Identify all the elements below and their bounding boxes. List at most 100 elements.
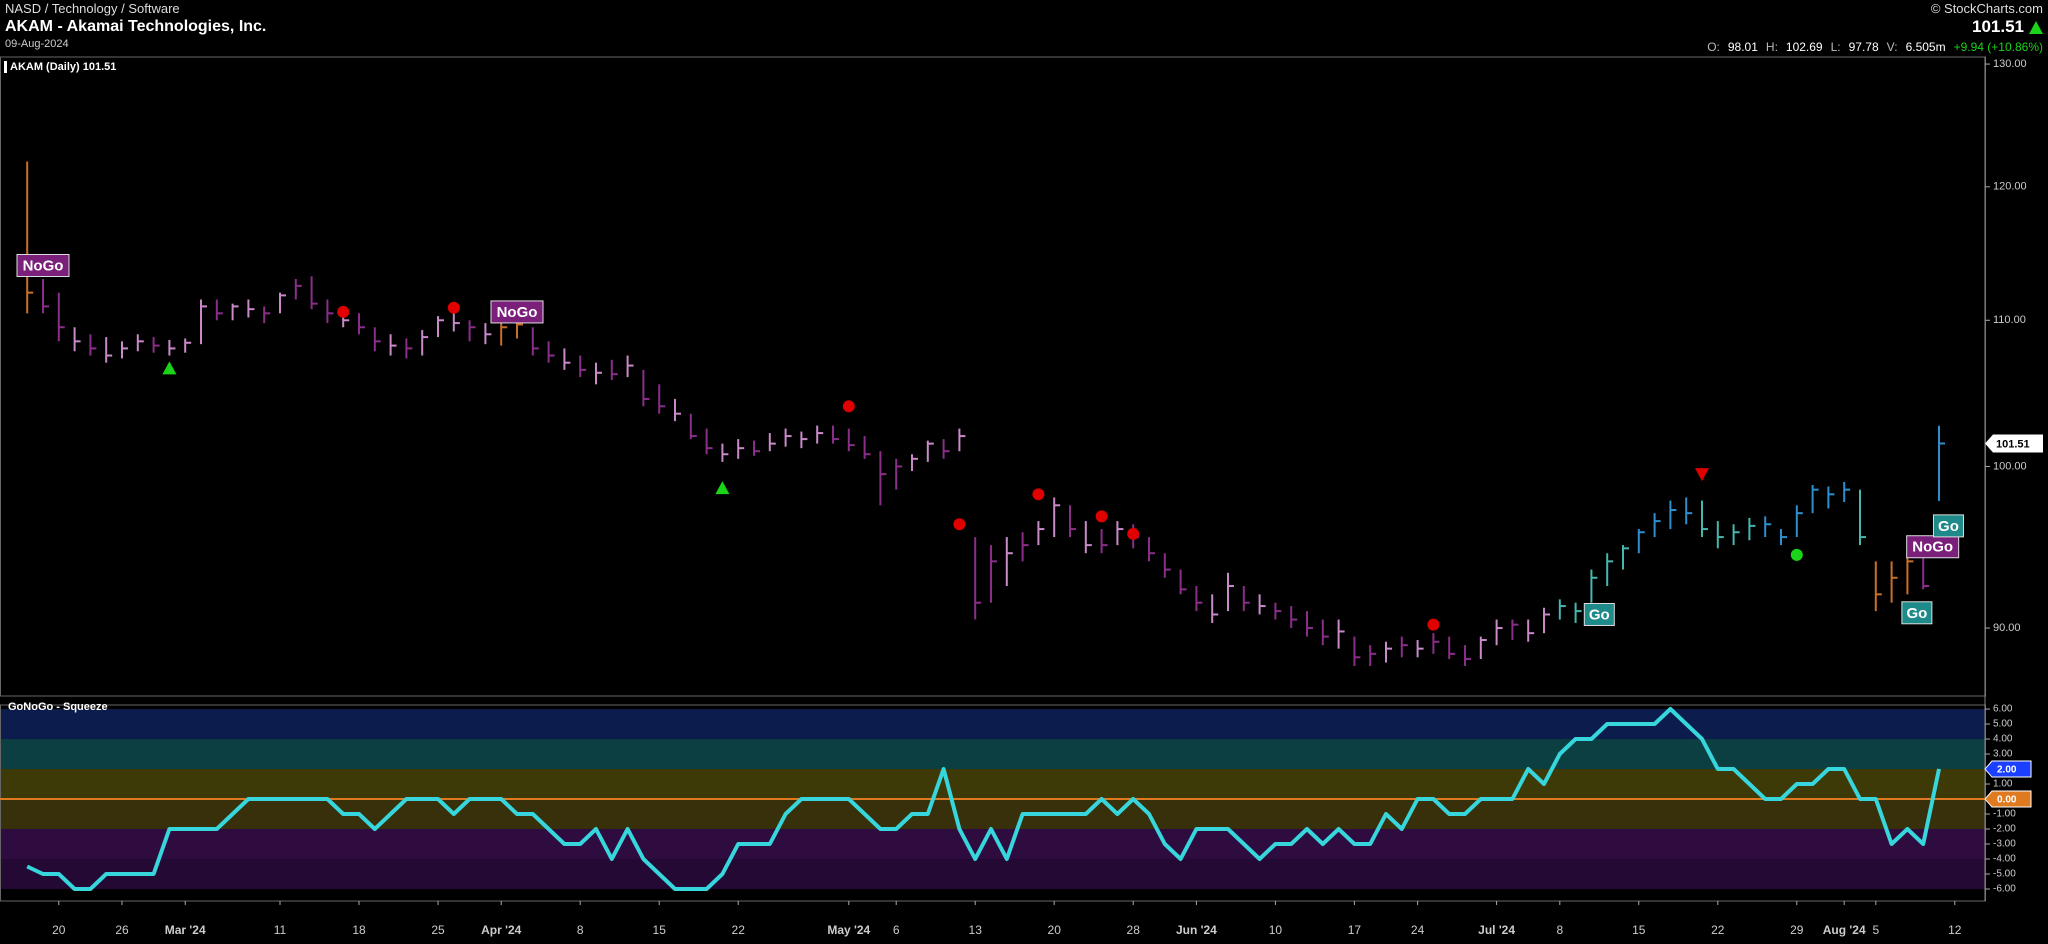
x-tick-label: 12 bbox=[1948, 923, 1962, 937]
osc-line bbox=[26, 707, 1941, 891]
x-tick-label: 5 bbox=[1872, 923, 1879, 937]
x-tick-label: May '24 bbox=[827, 923, 870, 937]
quote-value: 6.505m bbox=[1905, 40, 1946, 54]
quote-value: 98.01 bbox=[1727, 40, 1758, 54]
x-tick-label: 22 bbox=[1711, 923, 1725, 937]
osc-legend: GoNoGo - Squeeze bbox=[8, 701, 108, 713]
osc-tick-label: 5.00 bbox=[1993, 719, 2013, 730]
osc-tick-label: -3.00 bbox=[1993, 839, 2016, 850]
y-tick-label: 120.00 bbox=[1993, 181, 2027, 193]
osc-band bbox=[0, 859, 1985, 890]
x-tick-label: 18 bbox=[352, 923, 366, 937]
chart-date: 09-Aug-2024 bbox=[5, 38, 69, 50]
osc-tick-label: 4.00 bbox=[1993, 734, 2013, 745]
y-tick-label: 90.00 bbox=[1993, 622, 2021, 634]
y-tick-label: 110.00 bbox=[1993, 314, 2026, 326]
x-tick-label: 24 bbox=[1411, 923, 1425, 937]
x-tick-label: 6 bbox=[893, 923, 900, 937]
last-price: 101.51 bbox=[1972, 17, 2024, 36]
y-tick-label: 130.00 bbox=[1993, 58, 2027, 70]
quote-label: H: bbox=[1765, 40, 1778, 54]
x-tick-label: 10 bbox=[1269, 923, 1283, 937]
x-tick-label: Apr '24 bbox=[481, 923, 522, 937]
signal-dot bbox=[337, 305, 350, 318]
signal-dot bbox=[1095, 510, 1108, 523]
x-tick-label: Mar '24 bbox=[165, 923, 206, 937]
symbol-path: NASD / Technology / Software bbox=[5, 1, 180, 16]
osc-value-box bbox=[1984, 790, 2032, 808]
price-panel bbox=[0, 56, 1986, 697]
quote-label: O: bbox=[1707, 40, 1720, 54]
signal-dot bbox=[1790, 548, 1803, 561]
up-icon bbox=[2029, 21, 2043, 34]
signal-dot bbox=[1427, 618, 1440, 631]
osc-band bbox=[0, 799, 1985, 830]
osc-band bbox=[0, 739, 1985, 770]
x-tick-label: 8 bbox=[1556, 923, 1563, 937]
price-legend: AKAM (Daily) 101.51 bbox=[10, 61, 116, 73]
quote-label: L: bbox=[1830, 40, 1841, 54]
signal-box bbox=[1906, 535, 1960, 559]
legend-mark bbox=[4, 61, 7, 73]
signal-label: NoGo bbox=[1912, 539, 1953, 556]
signal-down bbox=[1695, 468, 1709, 482]
x-tick-label: 28 bbox=[1127, 923, 1141, 937]
osc-tick-label: -1.00 bbox=[1993, 809, 2016, 820]
x-tick-label: 17 bbox=[1348, 923, 1362, 937]
symbol-title: AKAM - Akamai Technologies, Inc. bbox=[5, 18, 267, 35]
x-tick-label: 29 bbox=[1790, 923, 1804, 937]
quote-line: O: 98.01 H: 102.69 L: 97.78 V: 6.505m +9.94 (+10… bbox=[1699, 40, 2043, 54]
x-tick-label: Aug '24 bbox=[1823, 923, 1866, 937]
signal-box bbox=[490, 300, 544, 324]
signal-dot bbox=[447, 301, 460, 314]
osc-value-label: 0.00 bbox=[1997, 795, 2017, 806]
last-price-label: 101.51 bbox=[1996, 438, 2030, 450]
signal-label: Go bbox=[1906, 605, 1927, 622]
quote-value: 97.78 bbox=[1848, 40, 1879, 54]
signal-dot bbox=[1127, 527, 1140, 540]
osc-value-box bbox=[1984, 760, 2032, 778]
x-tick-label: Jul '24 bbox=[1478, 923, 1515, 937]
osc-tick-label: -6.00 bbox=[1993, 884, 2016, 895]
signal-label: Go bbox=[1589, 606, 1610, 623]
x-tick-label: 26 bbox=[115, 923, 129, 937]
signal-box bbox=[1901, 601, 1933, 625]
osc-tick-label: -4.00 bbox=[1993, 854, 2016, 865]
x-tick-label: 25 bbox=[431, 923, 445, 937]
osc-value-label: 2.00 bbox=[1997, 765, 2017, 776]
x-tick-label: Jun '24 bbox=[1176, 923, 1217, 937]
quote-value: 102.69 bbox=[1785, 40, 1823, 54]
signal-dot bbox=[842, 400, 855, 413]
last-price-box bbox=[1985, 434, 2043, 453]
osc-band bbox=[0, 769, 1985, 800]
x-tick-label: 15 bbox=[653, 923, 667, 937]
osc-tick-label: 6.00 bbox=[1993, 704, 2013, 715]
signal-box bbox=[1583, 602, 1615, 626]
signal-dot bbox=[953, 518, 966, 531]
signal-label: NoGo bbox=[23, 257, 64, 274]
quote-change: +9.94 (+10.86%) bbox=[1953, 40, 2043, 54]
copyright: © StockCharts.com bbox=[1930, 1, 2043, 16]
signal-label: NoGo bbox=[497, 304, 538, 321]
x-tick-label: 15 bbox=[1632, 923, 1646, 937]
signal-label: Go bbox=[1938, 518, 1959, 535]
signal-box bbox=[16, 253, 70, 277]
signal-up bbox=[715, 481, 730, 495]
y-tick-label: 100.00 bbox=[1993, 460, 2027, 472]
x-tick-label: 20 bbox=[1048, 923, 1062, 937]
osc-tick-label: 3.00 bbox=[1993, 749, 2013, 760]
x-tick-label: 11 bbox=[274, 923, 287, 937]
signal-box bbox=[1932, 514, 1964, 538]
x-tick-label: 8 bbox=[577, 923, 584, 937]
osc-tick-label: -5.00 bbox=[1993, 869, 2016, 880]
osc-tick-label: -2.00 bbox=[1993, 824, 2016, 835]
signal-up bbox=[162, 361, 177, 375]
signal-dot bbox=[1032, 488, 1045, 501]
x-tick-label: 13 bbox=[969, 923, 983, 937]
x-tick-label: 22 bbox=[732, 923, 746, 937]
quote-label: V: bbox=[1886, 40, 1898, 54]
x-tick-label: 20 bbox=[52, 923, 66, 937]
osc-tick-label: 1.00 bbox=[1993, 779, 2013, 790]
